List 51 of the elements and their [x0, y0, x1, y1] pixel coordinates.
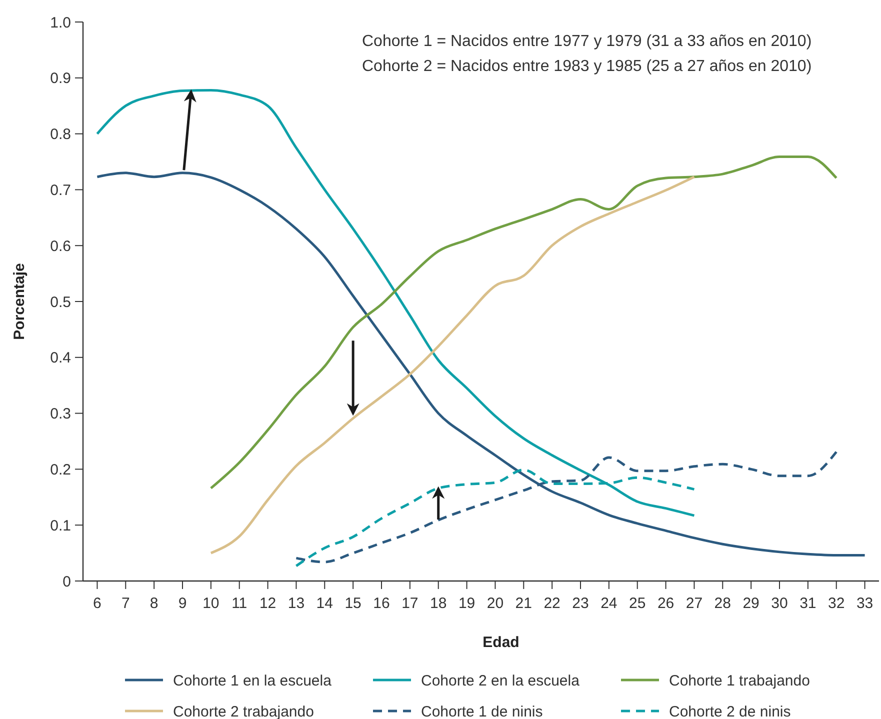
x-tick-label: 31 — [800, 595, 816, 612]
x-tick-label: 22 — [544, 595, 560, 612]
legend-label: Cohorte 1 en la escuela — [173, 672, 332, 690]
x-tick-label: 33 — [856, 595, 874, 612]
x-tick-label: 10 — [202, 595, 220, 612]
x-tick-label: 13 — [288, 595, 305, 612]
y-tick-label: 0.8 — [50, 126, 71, 144]
y-axis-title: Porcentaje — [11, 263, 28, 340]
y-tick-label: 0 — [62, 573, 71, 590]
x-tick-label: 23 — [572, 595, 589, 612]
y-tick-label: 0.9 — [50, 70, 71, 88]
x-tick-label: 24 — [600, 595, 618, 612]
y-tick-label: 0.6 — [50, 238, 71, 255]
x-tick-label: 11 — [232, 595, 248, 612]
x-tick-label: 8 — [150, 595, 158, 612]
x-tick-label: 25 — [629, 595, 646, 612]
legend-label: Cohorte 1 trabajando — [669, 672, 810, 690]
legend-label: Cohorte 2 trabajando — [173, 703, 314, 719]
y-tick-label: 0.7 — [50, 182, 71, 199]
line-series — [210, 155, 838, 490]
x-tick-label: 19 — [458, 595, 476, 612]
legend-label: Cohorte 1 de ninis — [421, 703, 543, 719]
x-tick-label: 21 — [515, 595, 532, 612]
y-tick-label: 0.5 — [50, 294, 71, 311]
annotation: Cohorte 1 = Nacidos entre 1977 y 1979 (31 a 33 años en 2010) — [362, 33, 812, 50]
x-tick-label: 18 — [430, 595, 447, 612]
line-series — [210, 176, 696, 554]
y-tick-label: 0.2 — [50, 461, 71, 478]
x-tick-label: 29 — [742, 595, 760, 612]
legend-label: Cohorte 2 en la escuela — [421, 672, 580, 690]
x-tick-label: 6 — [93, 595, 102, 612]
x-tick-label: 14 — [316, 595, 333, 612]
y-tick-label: 0.1 — [50, 517, 71, 534]
x-tick-label: 16 — [373, 595, 390, 612]
x-tick-label: 20 — [486, 595, 504, 612]
x-tick-label: 32 — [828, 595, 845, 612]
x-tick-label: 15 — [344, 595, 362, 612]
x-tick-label: 9 — [178, 595, 187, 612]
x-tick-label: 17 — [402, 595, 418, 612]
y-tick-label: 1.0 — [50, 14, 71, 32]
y-tick-label: 0.4 — [50, 350, 71, 367]
x-tick-label: 26 — [657, 595, 674, 612]
x-axis-title: Edad — [482, 634, 520, 651]
x-tick-label: 7 — [121, 595, 130, 612]
x-tick-label: 27 — [686, 595, 703, 612]
annotation: Cohorte 2 = Nacidos entre 1983 y 1985 (25 a 27 años en 2010) — [362, 58, 812, 75]
x-tick-label: 30 — [771, 595, 788, 612]
legend-label: Cohorte 2 de ninis — [669, 703, 791, 719]
x-tick-label: 28 — [714, 595, 731, 612]
x-tick-label: 12 — [259, 595, 276, 612]
y-tick-label: 0.3 — [50, 406, 71, 423]
